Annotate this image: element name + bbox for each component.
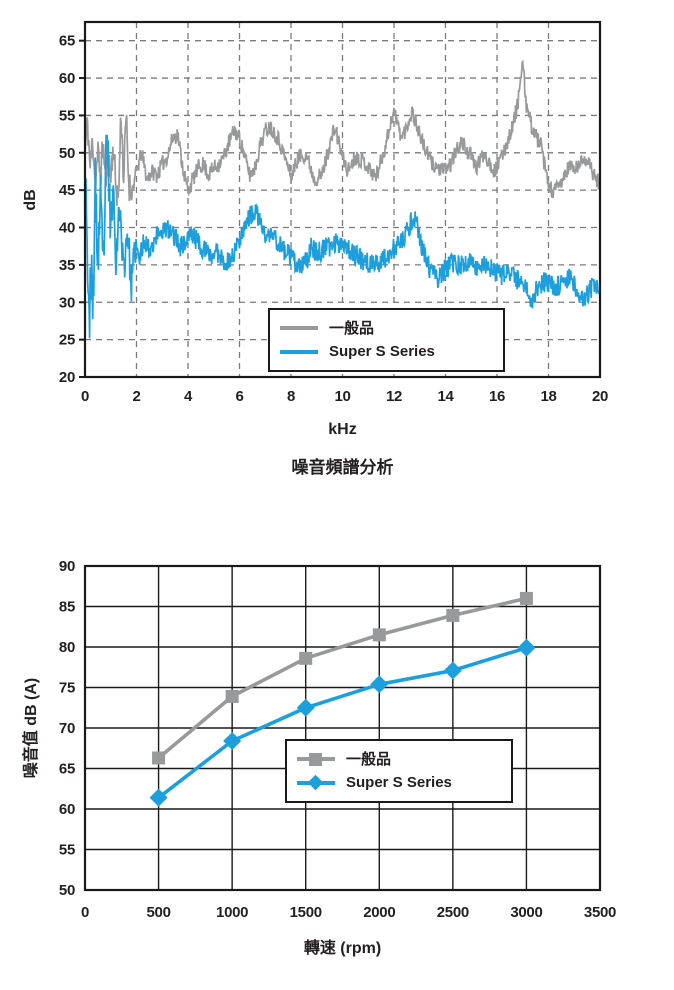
- svg-text:55: 55: [59, 107, 75, 124]
- svg-text:2500: 2500: [437, 904, 469, 921]
- spectrum-y-axis-label: dB: [22, 189, 39, 211]
- spectrum-legend: 一般品 Super S Series: [268, 308, 505, 372]
- svg-text:75: 75: [59, 680, 75, 697]
- rpm-legend: 一般品 Super S Series: [285, 739, 513, 803]
- svg-text:2000: 2000: [363, 904, 395, 921]
- svg-text:2: 2: [132, 388, 140, 405]
- svg-text:500: 500: [147, 904, 171, 921]
- svg-text:65: 65: [59, 761, 75, 778]
- svg-text:70: 70: [59, 720, 75, 737]
- standard-square-swatch: [297, 751, 335, 768]
- svg-text:16: 16: [489, 388, 505, 405]
- rpm-plot-canvas: 50 55 60 65 70 75 80 85 90 0 500 1000 1500 2000 2500 30…: [59, 558, 616, 921]
- svg-text:55: 55: [59, 842, 75, 859]
- svg-text:8: 8: [287, 388, 295, 405]
- rpm-y-axis-label: 噪音值 dB (A): [23, 677, 40, 779]
- super-diamond-swatch: [297, 774, 335, 791]
- svg-text:45: 45: [59, 182, 75, 199]
- svg-text:90: 90: [59, 558, 75, 575]
- svg-text:65: 65: [59, 33, 75, 50]
- svg-text:0: 0: [81, 904, 89, 921]
- svg-text:20: 20: [59, 369, 75, 386]
- legend-item-super: Super S Series: [297, 774, 501, 791]
- legend-label-standard: 一般品: [346, 750, 392, 768]
- svg-text:3500: 3500: [584, 904, 616, 921]
- svg-text:3000: 3000: [510, 904, 542, 921]
- svg-text:30: 30: [59, 294, 75, 311]
- svg-text:1000: 1000: [216, 904, 248, 921]
- svg-text:60: 60: [59, 70, 75, 87]
- svg-text:10: 10: [334, 388, 350, 405]
- svg-text:40: 40: [59, 220, 75, 237]
- svg-text:25: 25: [59, 332, 75, 349]
- svg-text:35: 35: [59, 257, 75, 274]
- svg-text:12: 12: [386, 388, 402, 405]
- legend-label-super: Super S Series: [329, 343, 435, 361]
- svg-text:14: 14: [437, 388, 454, 405]
- svg-text:6: 6: [235, 388, 243, 405]
- legend-item-super: Super S Series: [280, 343, 493, 360]
- legend-label-super: Super S Series: [346, 774, 452, 792]
- standard-line-swatch: [280, 320, 318, 337]
- super-line-swatch: [280, 343, 318, 360]
- svg-text:1500: 1500: [290, 904, 322, 921]
- svg-text:50: 50: [59, 145, 75, 162]
- svg-text:20: 20: [592, 388, 608, 405]
- svg-text:0: 0: [81, 388, 89, 405]
- spectrum-plot-canvas: 20 25 30 35 40 45 50 55 60 65 0 2 4 6 8 10 12 14 16 18 20: [59, 20, 608, 405]
- spectrum-x-axis-label: kHz: [328, 421, 357, 438]
- svg-text:4: 4: [184, 388, 193, 405]
- svg-text:50: 50: [59, 882, 75, 899]
- square-marker-icon: [309, 752, 322, 766]
- svg-text:60: 60: [59, 801, 75, 818]
- svg-text:18: 18: [540, 388, 556, 405]
- spectrum-chart-title: 噪音頻譜分析: [291, 458, 394, 477]
- legend-label-standard: 一般品: [329, 319, 375, 337]
- legend-item-standard: 一般品: [280, 320, 493, 337]
- rpm-x-axis-label: 轉速 (rpm): [303, 940, 382, 957]
- svg-text:80: 80: [59, 639, 75, 656]
- legend-item-standard: 一般品: [297, 751, 501, 768]
- diamond-marker-icon: [307, 775, 324, 791]
- svg-text:85: 85: [59, 599, 75, 616]
